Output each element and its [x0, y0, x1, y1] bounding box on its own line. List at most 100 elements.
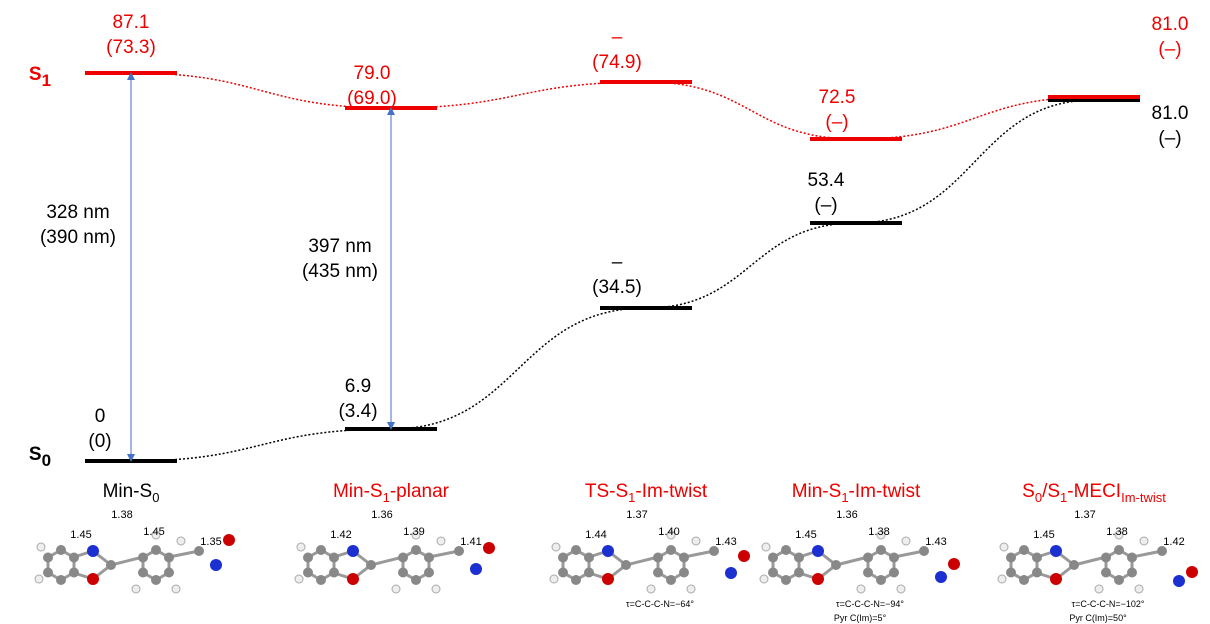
label: 81.0 — [1152, 14, 1189, 35]
atom-n — [210, 559, 222, 571]
atom-o — [483, 542, 495, 554]
atom-h — [687, 585, 695, 593]
label: 1.38 — [111, 509, 132, 521]
label: (69.0) — [347, 88, 397, 109]
label: (–) — [825, 112, 848, 133]
atom — [366, 560, 376, 570]
state-label: S1 — [29, 64, 51, 90]
label: 81.0 — [1152, 103, 1189, 124]
label: 1.38 — [868, 526, 889, 538]
atom — [1006, 568, 1016, 578]
state-name: Min-S1-Im-twist — [792, 481, 921, 505]
atom — [56, 575, 66, 585]
atom — [69, 553, 79, 563]
atom — [794, 568, 804, 578]
atom — [56, 545, 66, 555]
label: 53.4 — [808, 170, 845, 191]
label: 1.45 — [70, 529, 91, 541]
atom — [43, 553, 53, 563]
atom — [411, 575, 421, 585]
label: 79.0 — [354, 63, 391, 84]
atom — [424, 568, 434, 578]
label: 1.42 — [1163, 536, 1184, 548]
name-part: -Im-twist — [849, 481, 921, 502]
atom-h — [550, 575, 558, 583]
atom — [621, 560, 631, 570]
name-part: -Im-twist — [635, 481, 707, 502]
atom — [316, 575, 326, 585]
atom-o — [223, 534, 235, 546]
atom — [43, 568, 53, 578]
atom — [863, 553, 873, 563]
label: τ=C-C-C-N=−102° — [1072, 599, 1145, 609]
atom-h — [552, 543, 560, 551]
atom — [1127, 568, 1137, 578]
atom — [666, 575, 676, 585]
label: (3.4) — [338, 401, 377, 422]
atom — [164, 553, 174, 563]
atom — [863, 568, 873, 578]
label: (435 nm) — [302, 261, 378, 282]
atom — [1114, 545, 1124, 555]
state-name: Min-S1-planar — [333, 481, 450, 505]
atom-h — [1140, 537, 1148, 545]
atom — [411, 545, 421, 555]
label: 1.36 — [371, 509, 392, 521]
atom — [1032, 553, 1042, 563]
atom — [794, 553, 804, 563]
atom-n — [935, 571, 947, 583]
atom — [876, 575, 886, 585]
atom-h — [297, 543, 305, 551]
label: 0 — [95, 406, 106, 427]
atom-h — [177, 537, 185, 545]
label: – — [612, 252, 623, 273]
label: 1.37 — [1074, 509, 1095, 521]
atom-n — [725, 567, 737, 579]
atom-h — [647, 585, 655, 593]
atom — [666, 545, 676, 555]
label: τ=C-C-C-N=−64° — [626, 599, 694, 609]
label: (–) — [814, 195, 837, 216]
name-part: Min-S — [792, 481, 842, 502]
atom — [781, 545, 791, 555]
atom-h — [37, 543, 45, 551]
name-sub: 0 — [1035, 490, 1042, 505]
state-letter: S — [29, 444, 42, 465]
atom-h — [902, 537, 910, 545]
label: (34.5) — [592, 277, 642, 298]
atom — [164, 568, 174, 578]
label: 1.35 — [200, 536, 221, 548]
atom — [1032, 568, 1042, 578]
label: (0) — [88, 431, 111, 452]
name-part: Min-S — [333, 481, 383, 502]
state-letter: S — [29, 64, 42, 85]
atom — [768, 553, 778, 563]
atom-o — [738, 550, 750, 562]
label: 1.36 — [836, 509, 857, 521]
atom — [329, 553, 339, 563]
name-sub: 1 — [1060, 490, 1067, 505]
atom-h — [1135, 585, 1143, 593]
label: 1.45 — [1033, 529, 1054, 541]
atom — [558, 553, 568, 563]
atom-h — [897, 585, 905, 593]
name-part: TS-S — [585, 481, 628, 502]
atom — [889, 568, 899, 578]
label: (–) — [1158, 128, 1181, 149]
label: 397 nm — [308, 236, 371, 257]
atom-n — [470, 563, 482, 575]
atom-n — [812, 545, 824, 557]
name-sub: 0 — [152, 490, 159, 505]
label: τ=C-C-C-N=−94° — [836, 599, 904, 609]
atom-h — [998, 575, 1006, 583]
atom-h — [295, 575, 303, 583]
label: 1.41 — [460, 536, 481, 548]
label: 1.45 — [143, 526, 164, 538]
label: (73.3) — [106, 37, 156, 58]
label: 1.42 — [330, 529, 351, 541]
atom-h — [392, 585, 400, 593]
atom — [138, 568, 148, 578]
atom — [1006, 553, 1016, 563]
label: 328 nm — [46, 202, 109, 223]
atom — [69, 568, 79, 578]
